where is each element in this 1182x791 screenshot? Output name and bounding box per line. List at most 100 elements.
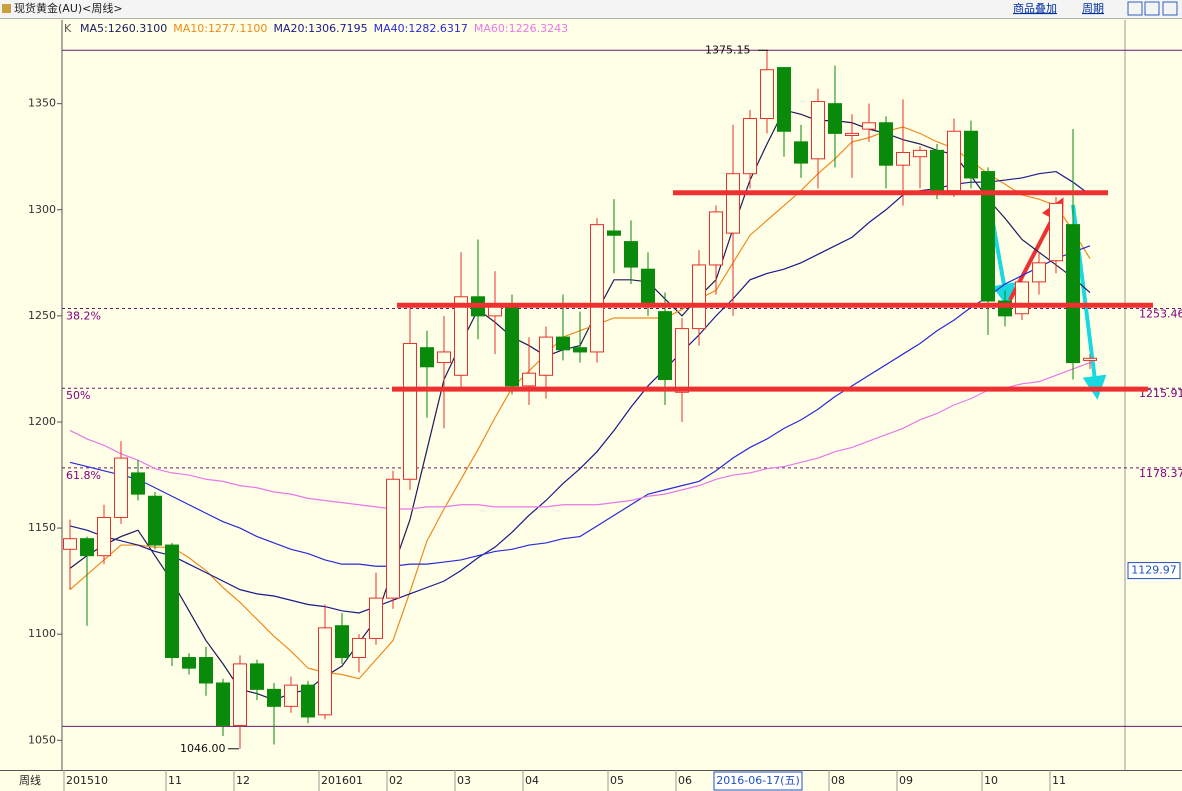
candle-body	[114, 457, 128, 518]
y-tick-label: 1350	[28, 97, 56, 110]
candle-body	[607, 230, 621, 236]
candle-body	[896, 151, 910, 166]
candle-body	[250, 663, 264, 690]
nav-icons[interactable]	[1127, 1, 1178, 16]
cursor-date: 2016-06-17(五)	[716, 774, 800, 787]
candle-body	[199, 657, 213, 684]
y-tick-label: 1050	[28, 733, 56, 746]
candle-body	[811, 101, 825, 160]
candle-body	[590, 224, 604, 353]
x-tick-label: 05	[610, 774, 624, 787]
candle-body	[131, 472, 145, 495]
candle-body	[97, 516, 111, 557]
fib-price: 1215.91	[1139, 387, 1182, 400]
candle-body	[454, 296, 468, 376]
legend-entry: MA5:1260.3100	[80, 22, 167, 35]
candle-body	[420, 347, 434, 368]
candle-body	[1083, 357, 1097, 361]
ma-line	[69, 361, 1091, 510]
candle-body	[539, 336, 553, 376]
legend-entry: MA10:1277.1100	[173, 22, 267, 35]
candle-body	[913, 149, 927, 158]
candle-body	[828, 103, 842, 134]
candle-body	[947, 130, 961, 192]
x-tick-label: 04	[525, 774, 539, 787]
candle-body	[165, 544, 179, 659]
candle-body	[63, 538, 77, 550]
x-tick-label: 02	[389, 774, 403, 787]
candle-body	[726, 173, 740, 234]
candle-body	[284, 684, 298, 707]
candle-body	[862, 122, 876, 130]
x-tick-label: 06	[678, 774, 692, 787]
fib-label: 38.2%	[66, 310, 101, 323]
candle-body	[675, 328, 689, 393]
toolbar-button[interactable]: 商品叠加	[1013, 1, 1057, 15]
toolbar-button[interactable]: 周期	[1082, 2, 1104, 15]
candle-body	[573, 347, 587, 353]
candle-body	[556, 336, 570, 351]
candle-body	[352, 637, 366, 659]
y-tick-label: 1300	[28, 203, 56, 216]
y-tick-label: 1100	[28, 627, 56, 640]
candle-body	[148, 495, 162, 546]
period-label: 周线	[19, 773, 41, 787]
x-tick-label: 10	[984, 774, 998, 787]
candle-body	[1032, 262, 1046, 283]
x-tick-label: 201510	[66, 774, 108, 787]
x-tick-label: 11	[168, 774, 182, 787]
candle-body	[981, 171, 995, 302]
candle-body	[641, 268, 655, 304]
candle-body	[624, 241, 638, 268]
x-tick-label: 08	[831, 774, 845, 787]
legend-entry: MA40:1282.6317	[374, 22, 468, 35]
candle-body	[301, 684, 315, 718]
fib-label: 61.8%	[66, 469, 101, 482]
fib-price: 1253.46	[1139, 308, 1182, 321]
header-bar	[0, 0, 1182, 18]
candle-body	[760, 69, 774, 120]
x-tick-label: 03	[457, 774, 471, 787]
x-tick-label: 09	[899, 774, 913, 787]
candle-body	[879, 122, 893, 166]
candle-body	[692, 264, 706, 330]
x-tick-label: 11	[1052, 774, 1066, 787]
candle-body	[233, 663, 247, 726]
chart-title: 现货黄金(AU)<周线>	[14, 1, 123, 15]
candle-body	[743, 118, 757, 175]
candle-body	[403, 342, 417, 480]
candle-body	[80, 538, 94, 557]
icon	[2, 4, 11, 13]
cursor-price: 1129.97	[1131, 564, 1177, 577]
candle-body	[318, 627, 332, 716]
x-tick-label: 12	[236, 774, 250, 787]
candle-body	[505, 304, 519, 387]
candle-body	[267, 688, 281, 707]
candle-body	[1015, 281, 1029, 315]
candle-body	[777, 67, 791, 132]
x-tick-label: 201601	[321, 774, 363, 787]
high-label: 1375.15	[705, 43, 751, 56]
y-tick-label: 1150	[28, 521, 56, 534]
y-tick-label: 1250	[28, 309, 56, 322]
candle-body	[216, 682, 230, 726]
candle-body	[369, 597, 383, 639]
low-label: 1046.00	[180, 742, 226, 755]
legend-entry: MA20:1306.7195	[273, 22, 367, 35]
candle-body	[182, 657, 196, 669]
legend-entry: MA60:1226.3243	[474, 22, 568, 35]
candle-body	[658, 311, 672, 381]
candle-body	[930, 149, 944, 192]
fib-label: 50%	[66, 389, 90, 402]
candle-legend: K	[64, 22, 72, 35]
y-tick-label: 1200	[28, 415, 56, 428]
candle-body	[1049, 202, 1063, 262]
ma-line	[69, 245, 1091, 567]
cursor-date-box	[713, 771, 803, 791]
cursor-price-box	[1127, 562, 1181, 580]
candle-body	[386, 478, 400, 599]
candle-body	[709, 211, 723, 266]
candle-body	[335, 625, 349, 659]
